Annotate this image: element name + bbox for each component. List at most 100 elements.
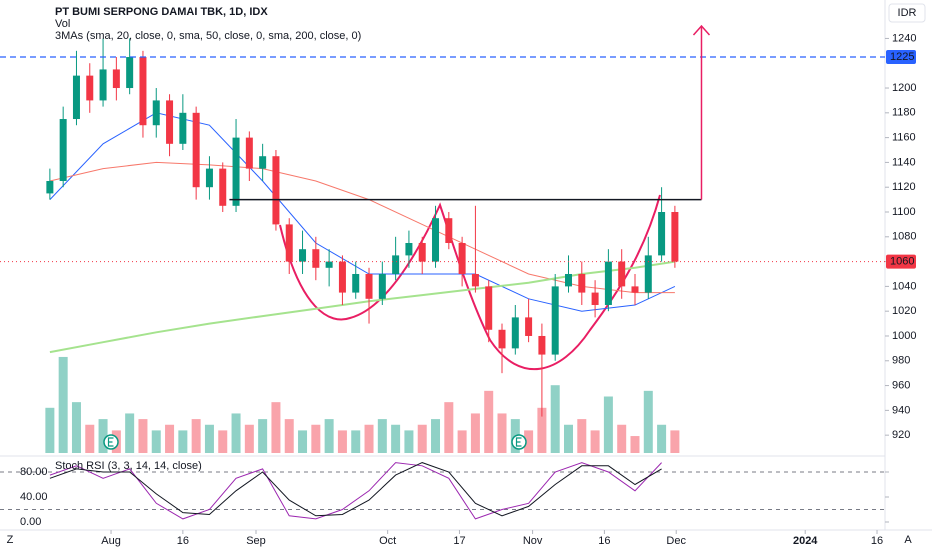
candle-body: [658, 212, 666, 256]
volume-bar: [191, 419, 201, 453]
stoch-d-line: [49, 462, 662, 517]
candle-body: [179, 112, 187, 144]
resistance-label-box: [886, 50, 916, 65]
candle-body: [565, 273, 573, 287]
candle-body: [299, 249, 307, 262]
volume-bar: [151, 430, 161, 453]
volume-bar: [218, 430, 228, 453]
volume-bar: [404, 430, 414, 453]
candle-body: [99, 69, 107, 101]
volume-label: Vol: [55, 18, 70, 30]
candle-body: [166, 100, 174, 144]
candle-body: [59, 119, 67, 182]
volume-bar: [231, 413, 241, 453]
volume-bar: [165, 424, 175, 453]
candle-body: [405, 242, 413, 256]
volume-bar: [444, 402, 454, 453]
volume-bar: [431, 419, 441, 453]
volume-bar: [457, 430, 467, 453]
candle-body: [644, 255, 652, 293]
volume-bar: [470, 413, 480, 453]
x-tick-label: 17: [453, 535, 465, 547]
candle-body: [551, 286, 559, 355]
candle-body: [219, 168, 227, 206]
volume-bar: [590, 430, 600, 453]
candle-body: [338, 261, 346, 293]
earnings-icon-glyph: [107, 437, 114, 447]
stoch-tick-label: 80.00: [20, 466, 48, 478]
y-tick-label: 1080: [892, 231, 916, 243]
corner-button[interactable]: Z: [7, 534, 14, 546]
volume-bar: [657, 424, 667, 453]
y-tick-label: 1160: [892, 132, 916, 144]
last-price-label: 1060: [890, 256, 914, 268]
candle-body: [485, 286, 493, 330]
x-tick-label: Dec: [666, 535, 686, 547]
currency[interactable]: IDR: [898, 7, 917, 19]
candle-body: [72, 75, 80, 120]
candle-body: [432, 218, 440, 262]
volume-bar: [311, 424, 321, 453]
candle-body: [325, 261, 333, 268]
candle-body: [365, 273, 373, 299]
x-tick-label: 2024: [793, 535, 818, 547]
volume-bar: [643, 390, 653, 453]
volume-bar: [670, 430, 680, 453]
pattern-curve: [279, 194, 661, 371]
candle-body: [525, 317, 533, 336]
currency-button[interactable]: [888, 3, 926, 23]
volume-bar: [71, 402, 81, 453]
volume-bar: [138, 419, 148, 453]
candle-body: [285, 224, 293, 262]
candle-body: [139, 57, 147, 126]
y-tick-label: 1100: [892, 206, 916, 218]
volume-bar: [258, 419, 268, 453]
volume-bar: [391, 424, 401, 453]
volume-bar: [537, 407, 547, 453]
ma-label: 3MAs (sma, 20, close, 0, sma, 50, close,…: [55, 30, 361, 42]
volume-bar: [630, 436, 640, 453]
candle-body: [392, 255, 400, 274]
volume-bar: [550, 385, 560, 453]
volume-bar: [125, 413, 135, 453]
y-tick-label: 1200: [892, 82, 916, 94]
stoch-tick-label: 0.00: [20, 516, 41, 528]
volume-bar: [298, 430, 308, 453]
resistance-label: 1225: [890, 51, 914, 63]
y-tick-label: 1180: [892, 107, 916, 119]
candle-body: [511, 317, 519, 349]
candle-body: [498, 329, 506, 349]
volume-bar: [284, 419, 294, 453]
volume-bar: [524, 430, 534, 453]
volume-bar: [204, 424, 214, 453]
earnings-icon-glyph: [515, 437, 522, 447]
candle-body: [378, 273, 386, 299]
volume-bar: [484, 390, 494, 453]
volume-bar: [244, 424, 254, 453]
stoch-k-line: [49, 462, 662, 520]
candle-body: [671, 212, 679, 262]
volume-bar: [271, 402, 281, 453]
y-tick-label: 1020: [892, 305, 916, 317]
volume-bar: [497, 413, 507, 453]
x-tick-label: Aug: [101, 535, 121, 547]
candle-body: [232, 137, 240, 206]
candle-body: [205, 168, 213, 188]
candle-body: [272, 156, 280, 225]
candle-body: [86, 75, 94, 101]
x-tick-label: 16: [177, 535, 189, 547]
corner-button[interactable]: A: [904, 534, 912, 546]
y-tick-label: 1000: [892, 330, 916, 342]
candle-body: [46, 181, 54, 194]
candle-body: [458, 242, 466, 274]
candle-body: [471, 273, 479, 287]
x-tick-label: Oct: [379, 535, 396, 547]
volume-bar: [85, 424, 95, 453]
volume-bar: [178, 430, 188, 453]
candle-body: [152, 100, 160, 126]
x-tick-label: Nov: [523, 535, 543, 547]
candle-body: [245, 137, 253, 169]
volume-bar: [377, 419, 387, 453]
